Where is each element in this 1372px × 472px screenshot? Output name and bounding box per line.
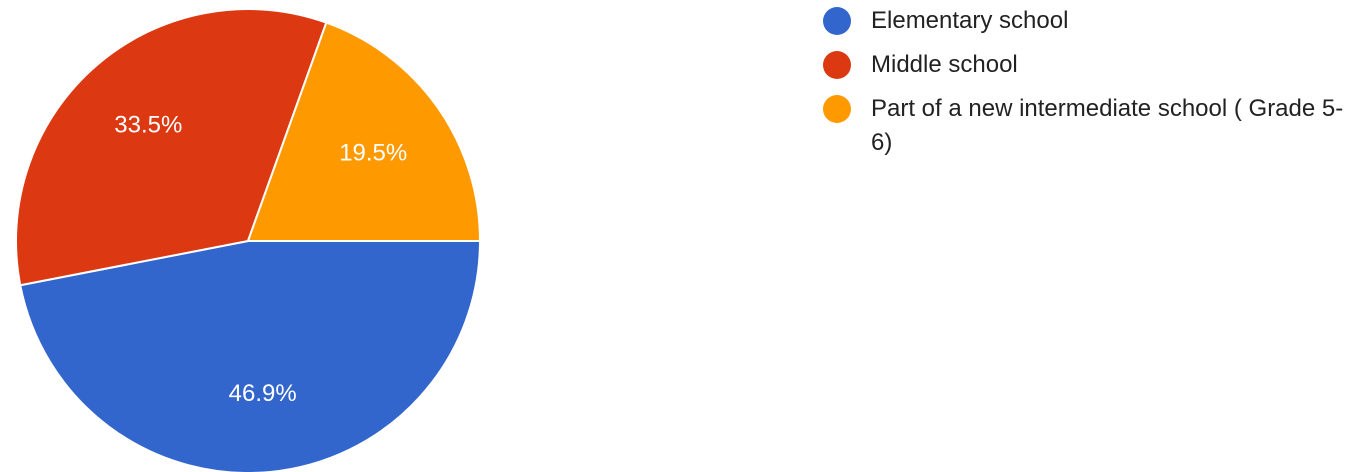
slice-label-1: 46.9% — [229, 380, 297, 407]
pie-slice-1 — [19, 240, 482, 472]
legend-label: Elementary school — [871, 7, 1069, 34]
slice-label-2: 33.5% — [114, 111, 182, 138]
legend: Elementary school Middle school Part of a … — [823, 4, 1363, 170]
legend-item-1: Elementary school — [823, 4, 1363, 38]
legend-swatch-icon — [823, 7, 851, 35]
legend-label: Part of a new intermediate school ( Grad… — [871, 95, 1344, 156]
pie-slice-labels: 46.9% 33.5% 19.5% — [114, 111, 407, 407]
legend-item-3: Part of a new intermediate school ( Grad… — [823, 92, 1363, 160]
pie-slices — [15, 8, 482, 472]
legend-label: Middle school — [871, 51, 1018, 78]
legend-item-2: Middle school — [823, 48, 1363, 82]
pie-slice-2 — [15, 8, 328, 287]
legend-swatch-icon — [823, 51, 851, 79]
legend-swatch-icon — [823, 95, 851, 123]
slice-label-3: 19.5% — [339, 139, 407, 166]
pie-slice-3 — [246, 21, 482, 242]
